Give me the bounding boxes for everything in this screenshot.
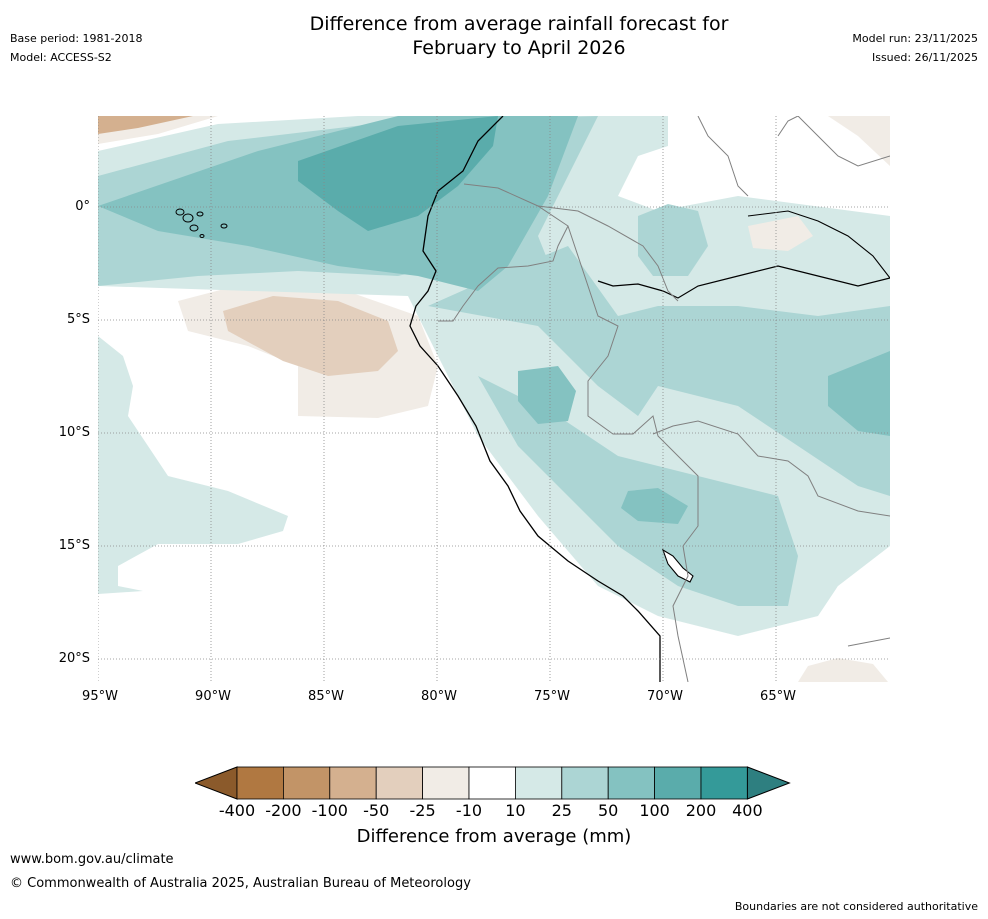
- region-50-100-bolivia: [621, 488, 688, 524]
- country-borders: [438, 116, 890, 682]
- region-white-east: [668, 116, 708, 171]
- lon-label-75w: 75°W: [534, 689, 570, 704]
- region-50-100-east: [828, 351, 890, 436]
- legend-swatch: [654, 766, 702, 800]
- title-line-1: Difference from average rainfall forecas…: [309, 13, 729, 35]
- legend-tick-label: 50: [598, 801, 619, 820]
- legend-tick-label: -25: [409, 801, 436, 820]
- model-run-label: Model run: 23/11/2025: [852, 32, 978, 45]
- lat-label-20s: 20°S: [58, 651, 90, 666]
- site-url: www.bom.gov.au/climate: [10, 852, 174, 867]
- lon-label-65w: 65°W: [760, 689, 796, 704]
- legend-tick-label: -100: [311, 801, 348, 820]
- legend-swatch: [236, 766, 284, 800]
- region-25-50-colombia: [638, 204, 708, 276]
- legend-colorbar: [195, 766, 791, 800]
- legend-swatch: [607, 766, 656, 800]
- region-neg-guyana: [748, 216, 813, 251]
- disclaimer: Boundaries are not considered authoritat…: [734, 900, 978, 913]
- legend-swatch: [700, 766, 748, 800]
- legend-tick-label: 100: [639, 801, 670, 820]
- legend-tick-label: -10: [455, 801, 483, 820]
- region-neg25-50-ocean: [223, 296, 398, 376]
- coastline-north-caribbean: [597, 265, 890, 299]
- legend-arrow-high: [746, 766, 791, 800]
- chart-title: Difference from average rainfall forecas…: [194, 12, 844, 60]
- region-50-100-peru: [518, 366, 576, 424]
- issued-label: Issued: 26/11/2025: [871, 51, 978, 64]
- legend-arrow-low: [195, 766, 238, 800]
- region-neg25-northwest: [98, 116, 193, 134]
- lon-label-95w: 95°W: [82, 689, 118, 704]
- legend-swatch: [422, 766, 470, 800]
- legend-tick-label: 10: [505, 801, 526, 820]
- coastline-northeast-lake: [747, 210, 890, 279]
- coastline: [409, 116, 661, 682]
- legend-tick-label: -400: [218, 801, 256, 820]
- legend-swatch: [561, 766, 609, 800]
- legend-swatch: [283, 766, 331, 800]
- lat-label-5s: 5°S: [66, 312, 90, 327]
- region-neg-southeast: [798, 658, 888, 682]
- legend-tick-label: 25: [551, 801, 572, 820]
- legend-swatch: [375, 766, 423, 800]
- galapagos-islands: [175, 208, 228, 238]
- lon-label-80w: 80°W: [421, 689, 457, 704]
- legend-tick-label: 400: [732, 801, 763, 820]
- lon-label-85w: 85°W: [308, 689, 344, 704]
- region-10-25-west-ocean: [98, 336, 288, 594]
- region-100-200-north: [298, 116, 498, 231]
- legend-tick-label: 200: [685, 801, 717, 820]
- lat-label-15s: 15°S: [58, 538, 90, 553]
- lon-label-90w: 90°W: [195, 689, 231, 704]
- copyright: © Commonwealth of Australia 2025, Austra…: [10, 876, 471, 891]
- legend-tick-label: -200: [265, 801, 302, 820]
- legend-swatch: [468, 766, 516, 800]
- region-white-southeast: [798, 546, 890, 682]
- legend-swatch: [329, 766, 377, 800]
- lake-titicaca: [661, 548, 694, 583]
- title-line-2: February to April 2026: [412, 37, 626, 59]
- lat-label-10s: 10°S: [58, 425, 90, 440]
- lon-label-70w: 70°W: [647, 689, 683, 704]
- lat-label-0: 0°: [75, 199, 90, 214]
- model-label: Model: ACCESS-S2: [10, 51, 112, 64]
- base-period-label: Base period: 1981-2018: [10, 32, 143, 45]
- legend-swatch: [514, 766, 563, 800]
- legend-title: Difference from average (mm): [356, 826, 632, 847]
- region-25-50-amazon: [428, 246, 890, 496]
- graticule: [98, 116, 890, 682]
- legend-tick-label: -50: [363, 801, 390, 820]
- region-neg-northeast: [828, 116, 890, 166]
- rainfall-map: [98, 116, 890, 682]
